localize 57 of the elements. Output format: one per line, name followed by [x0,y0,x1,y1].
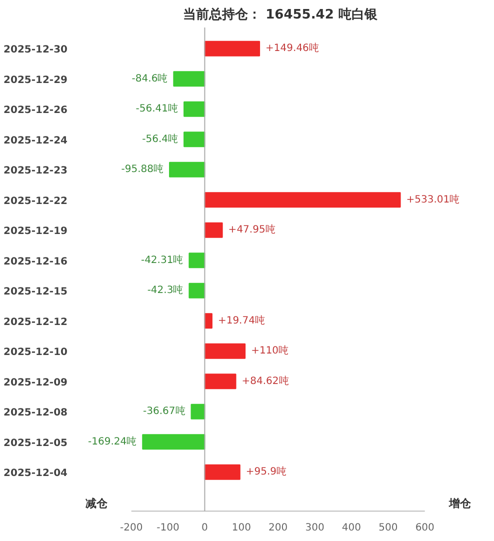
y-tick-label: 2025-12-26 [4,105,68,116]
bar [204,464,240,480]
data-label: +149.46吨 [266,42,319,54]
y-tick-label: 2025-12-12 [4,316,68,328]
data-label: -95.88吨 [121,163,164,176]
data-label: -56.4吨 [142,132,178,145]
bar [204,40,260,56]
y-tick-label: 2025-12-16 [4,256,68,268]
bar [184,101,206,117]
y-tick-label: 2025-12-22 [4,196,68,207]
y-tick-label: 2025-12-05 [4,438,68,449]
bar [204,313,212,329]
data-label: +84.62吨 [242,374,289,387]
data-label: +533.01吨 [406,193,460,206]
x-tick-label: 200 [268,522,288,534]
bar [190,404,206,420]
data-label: +110吨 [251,344,289,357]
bar [204,192,401,208]
data-label: -36.67吨 [143,405,186,418]
y-tick-label: 2025-12-15 [4,286,68,298]
data-label: -169.24吨 [88,435,137,448]
y-tick-label: 2025-12-10 [4,347,68,358]
bar [204,374,236,390]
y-tick-label: 2025-12-24 [4,135,68,146]
bar [142,434,206,450]
bar [169,162,206,178]
y-tick-label: 2025-12-09 [4,377,68,388]
bar [204,222,223,238]
bar [184,132,206,148]
x-tick-label: 400 [342,522,362,534]
bar [173,71,206,87]
text: 减仓 [85,497,108,510]
text: 增仓 [448,497,472,510]
chart-title: 当前总持仓： 16455.42 吨白银 [183,6,378,22]
x-tick-label: -100 [156,522,180,534]
y-tick-label: 2025-12-30 [4,44,68,56]
data-label: -56.41吨 [136,102,178,115]
x-tick-label: -200 [120,522,143,534]
y-tick-label: 2025-12-23 [4,166,68,177]
x-tick-label: 600 [415,522,434,534]
x-tick-label: 100 [232,522,251,534]
data-label: -42.31吨 [140,254,184,266]
y-tick-label: 2025-12-04 [4,468,68,480]
data-label: +47.95吨 [228,224,276,236]
x-tick-label: 0 [202,522,208,534]
y-tick-label: 2025-12-29 [4,74,68,86]
data-label: -42.3吨 [147,284,184,296]
x-tick-label: 500 [378,522,398,534]
data-label: +95.9吨 [246,466,287,478]
x-tick-label: 300 [305,522,324,534]
bar [188,282,206,298]
bar [188,252,206,268]
y-tick-label: 2025-12-08 [4,408,68,419]
bar [204,343,246,359]
y-tick-label: 2025-12-19 [4,226,68,238]
data-label: +19.74吨 [218,314,265,326]
data-label: -84.6吨 [132,72,168,84]
